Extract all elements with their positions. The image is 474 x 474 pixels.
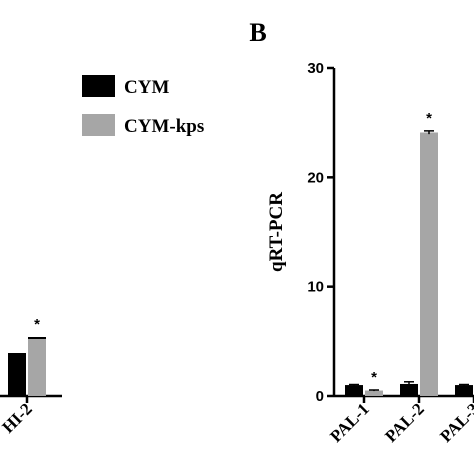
y-tick-label: 30 [307,60,324,77]
category-label-pal-3: PAL-3 [436,399,474,446]
bar-cym-kps-pal-2 [420,132,438,397]
category-label-pal-2: PAL-2 [381,399,428,446]
panel-a-category-label-hi-2: HI-2 [0,399,36,436]
y-tick-label: 10 [307,279,324,296]
significance-star: * [371,369,377,386]
bar-cym-pal-3 [455,385,473,396]
bar-cym-pal-1 [345,385,363,396]
panel-a-plot: * HI-2 [0,316,62,437]
legend-label-cym-kps: CYM-kps [124,116,204,137]
panel-a-bar-cym-kps-hi-2 [28,337,46,396]
panel-a-bar-cym-hi-2 [8,353,26,396]
panel-a-significance-star: * [34,316,40,333]
legend-swatch-cym [82,75,115,97]
y-tick-label: 0 [316,388,324,405]
bar-cym-kps-pal-1 [365,390,383,396]
significance-star: * [426,110,432,127]
panel-label-b: B [249,18,266,47]
legend-swatch-cym-kps [82,114,115,136]
y-axis-label: qRT-PCR [266,192,287,272]
category-label-pal-1: PAL-1 [326,399,373,446]
legend: CYM CYM-kps [82,75,204,137]
bar-cym-pal-2 [400,383,418,396]
y-tick-label: 20 [307,169,324,186]
legend-label-cym: CYM [124,77,169,98]
